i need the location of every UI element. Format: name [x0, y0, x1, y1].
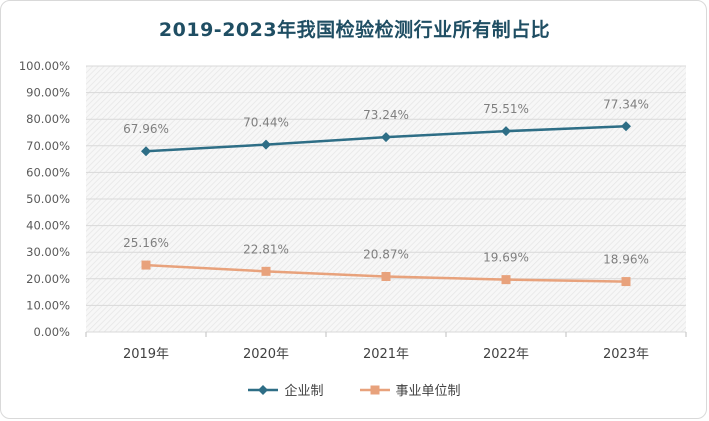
y-tick-label: 30.00% — [26, 245, 70, 259]
data-point-marker — [621, 277, 631, 287]
data-point-marker — [141, 260, 151, 270]
y-tick-label: 40.00% — [26, 219, 70, 233]
data-label: 70.44% — [243, 116, 289, 130]
chart-legend: 企业制 事业单位制 — [0, 380, 709, 399]
data-label: 75.51% — [483, 102, 529, 116]
y-tick-label: 100.00% — [19, 59, 70, 73]
data-label: 73.24% — [363, 108, 409, 122]
diamond-marker-icon — [248, 384, 279, 395]
x-category-label: 2023年 — [603, 347, 649, 362]
y-tick-label: 50.00% — [26, 192, 70, 206]
data-label: 18.96% — [603, 253, 649, 267]
y-tick-label: 60.00% — [26, 165, 70, 179]
y-tick-label: 70.00% — [26, 139, 70, 153]
data-label: 20.87% — [363, 247, 409, 261]
data-label: 19.69% — [483, 251, 529, 265]
data-point-marker — [261, 139, 271, 150]
data-point-marker — [141, 146, 151, 157]
data-point-marker — [501, 126, 511, 137]
x-category-label: 2020年 — [243, 347, 289, 362]
legend-label: 事业单位制 — [395, 384, 461, 399]
chart-title: 2019-2023年我国检验检测行业所有制占比 — [158, 19, 551, 41]
data-point-marker — [501, 275, 511, 285]
data-point-marker — [621, 121, 631, 132]
data-label: 67.96% — [123, 122, 169, 136]
data-point-marker — [381, 271, 391, 281]
y-tick-label: 90.00% — [26, 86, 70, 100]
x-category-label: 2022年 — [483, 347, 529, 362]
data-label: 25.16% — [123, 236, 169, 250]
square-marker-icon — [359, 385, 390, 394]
y-tick-label: 10.00% — [26, 298, 70, 312]
y-tick-label: 80.00% — [26, 112, 70, 126]
legend-item: 事业单位制 — [359, 380, 461, 399]
legend-label: 企业制 — [284, 384, 324, 399]
data-label: 77.34% — [603, 97, 649, 111]
data-point-marker — [381, 132, 391, 143]
x-category-label: 2021年 — [363, 347, 409, 362]
x-category-label: 2019年 — [123, 347, 169, 362]
y-tick-label: 0.00% — [33, 325, 70, 339]
data-point-marker — [261, 266, 271, 276]
legend-item: 企业制 — [248, 380, 324, 399]
y-tick-label: 20.00% — [26, 272, 70, 286]
data-label: 22.81% — [243, 242, 289, 256]
